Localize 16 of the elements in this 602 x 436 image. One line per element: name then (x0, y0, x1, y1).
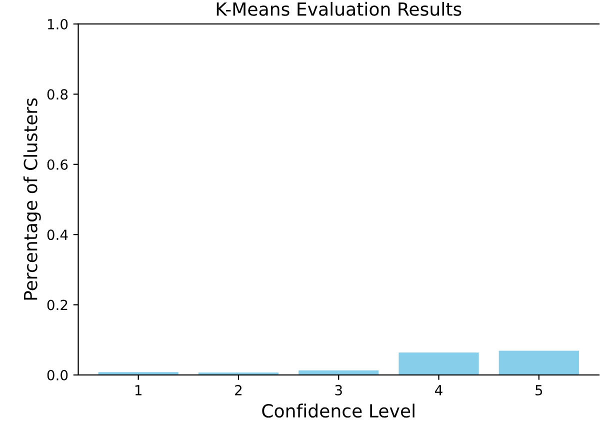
bar (398, 352, 479, 375)
y-tick-label: 0.0 (47, 370, 68, 380)
chart-title: K-Means Evaluation Results (216, 2, 462, 16)
x-tick-label: 2 (235, 384, 242, 396)
x-tick-label: 1 (135, 385, 142, 396)
x-tick-label: 4 (435, 385, 442, 396)
y-tick-label: 0.6 (47, 159, 68, 170)
bar (498, 350, 579, 375)
y-tick-label: 0.8 (47, 89, 68, 100)
x-tick-label: 3 (335, 384, 342, 396)
y-axis-title: Percentage of Clusters (23, 98, 41, 300)
x-axis-title: Confidence Level (262, 404, 414, 418)
x-tick-label: 5 (536, 385, 542, 396)
y-tick-label: 0.2 (47, 300, 68, 310)
y-tick-label: 1.0 (48, 18, 68, 30)
y-tick-label: 0.4 (47, 230, 68, 240)
